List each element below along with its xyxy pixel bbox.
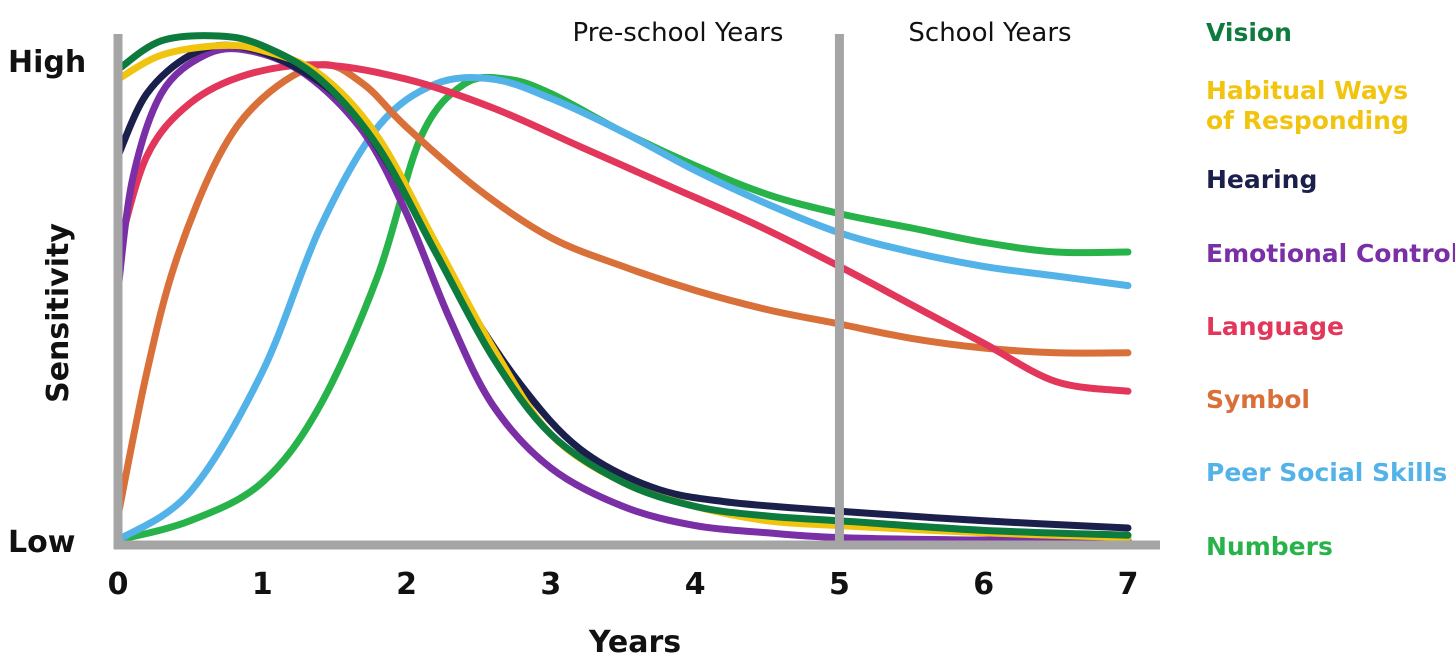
region-label-pre-school-years: Pre-school Years [573,18,784,48]
legend-entry-habitual-ways-of-responding: Habitual Ways of Responding [1206,76,1409,135]
series-line-language [114,61,1132,395]
series-line-vision [114,32,1132,539]
x-tick-label-5: 5 [829,567,850,602]
legend-entry-peer-social-skills: Peer Social Skills [1206,458,1447,487]
legend-entry-numbers: Numbers [1206,532,1333,561]
x-tick-labels: 0 1 2 3 4 5 6 7 [108,567,1139,602]
y-axis-title: Sensitivity [41,223,76,403]
x-tick-label-2: 2 [396,567,417,602]
x-tick-label-1: 1 [252,567,273,602]
region-label-school-years: School Years [908,18,1071,48]
legend: Vision Habitual Ways of Responding Hearing E… [1206,18,1455,561]
series-line-numbers [114,73,1132,544]
x-tick-label-7: 7 [1118,567,1139,602]
legend-entry-symbol: Symbol [1206,385,1310,414]
series-line-emotional-control [114,45,1132,544]
x-tick-label-4: 4 [685,567,706,602]
series-line-habitual-ways-of-responding [114,41,1132,542]
legend-entry-vision: Vision [1206,18,1292,47]
y-level-label-high: High [8,45,86,80]
legend-entry-emotional-control: Emotional Control [1206,239,1455,268]
y-level-label-low: Low [8,525,75,560]
series-line-symbol [114,61,1132,520]
y-level-labels: High Low [8,45,86,560]
series-layer [114,32,1132,544]
x-tick-label-0: 0 [108,567,129,602]
series-line-hearing [114,41,1132,532]
legend-entry-hearing: Hearing [1206,165,1317,194]
region-labels: Pre-school Years School Years [573,18,1072,48]
x-tick-label-3: 3 [540,567,561,602]
series-line-peer-social-skills [114,74,1132,544]
x-axis-title: Years [588,625,681,657]
legend-entry-language: Language [1206,312,1344,341]
x-tick-label-6: 6 [973,567,994,602]
